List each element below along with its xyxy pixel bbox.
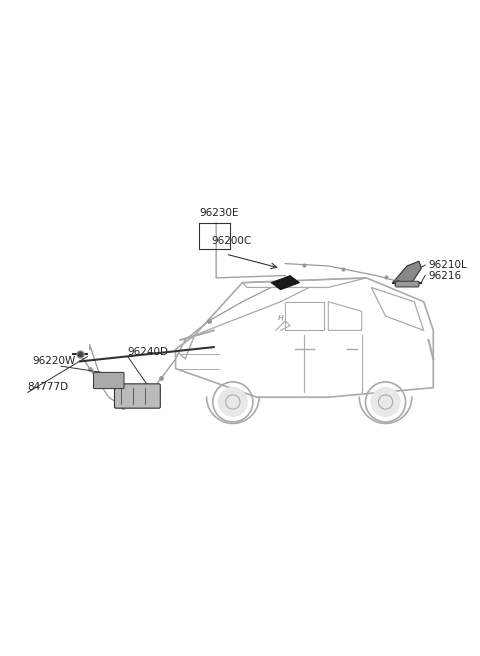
Text: 96200C: 96200C (211, 236, 252, 246)
Polygon shape (393, 261, 421, 283)
Text: 96220W: 96220W (33, 356, 76, 366)
Text: 84777D: 84777D (28, 382, 69, 392)
FancyBboxPatch shape (115, 384, 160, 408)
Polygon shape (271, 276, 300, 290)
Text: 96230E: 96230E (199, 208, 239, 218)
FancyBboxPatch shape (94, 373, 124, 388)
Text: 96210L: 96210L (429, 260, 467, 270)
Text: 96240D: 96240D (128, 346, 169, 357)
Text: H: H (277, 316, 284, 321)
Text: 96216: 96216 (429, 270, 462, 281)
FancyBboxPatch shape (396, 281, 419, 287)
Circle shape (371, 388, 400, 417)
Circle shape (218, 388, 247, 417)
